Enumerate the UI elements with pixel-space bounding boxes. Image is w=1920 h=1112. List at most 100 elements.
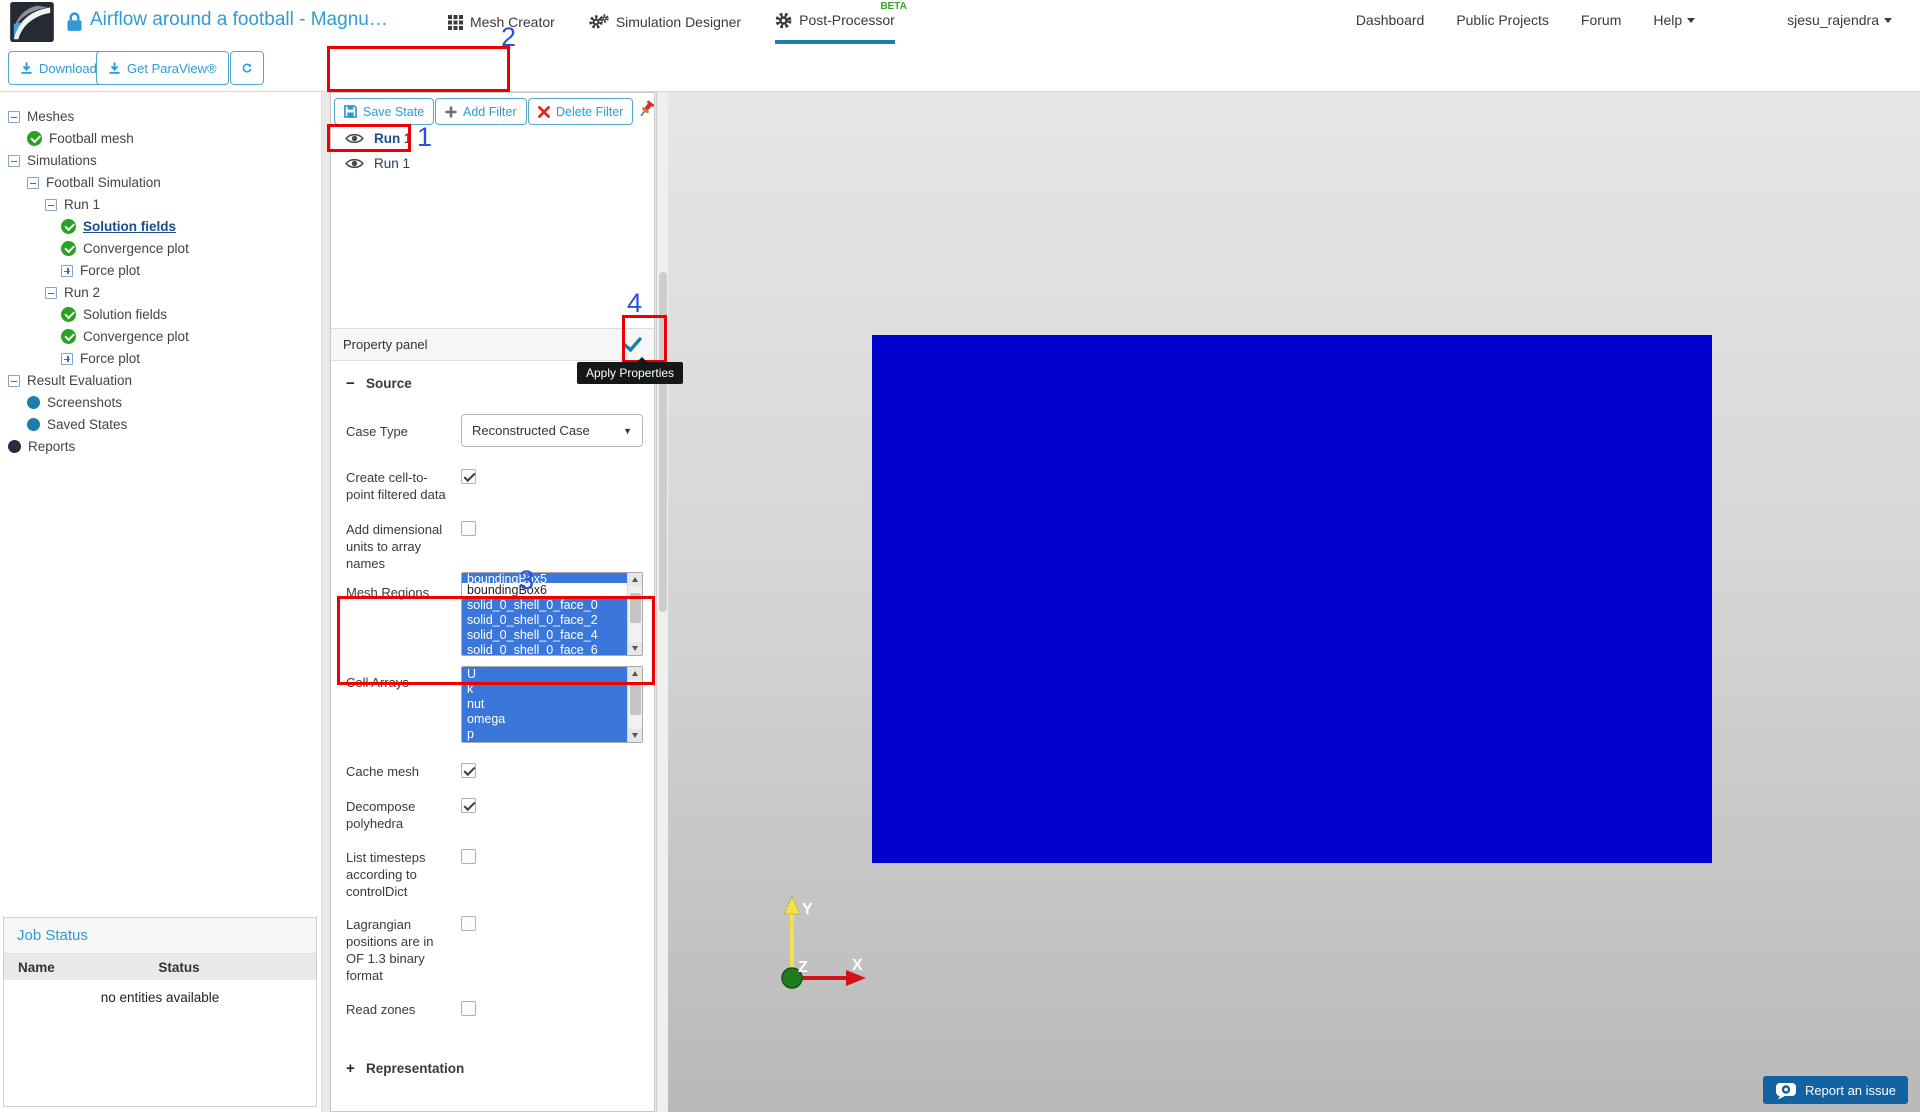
list-timesteps-checkbox[interactable] (461, 849, 476, 864)
listbox-option[interactable]: solid_0_shell_0_face_6 (462, 643, 627, 655)
dot-icon (27, 396, 40, 409)
listbox-scrollbar[interactable] (627, 667, 642, 742)
mesh-regions-listbox[interactable]: boundingBox5 boundingBox6 solid_0_shell_… (461, 572, 643, 656)
tab-mesh-creator[interactable]: Mesh Creator (448, 0, 555, 44)
listbox-option[interactable]: U (462, 667, 627, 682)
representation-section-header[interactable]: + Representation (346, 1060, 465, 1077)
case-type-select[interactable]: Reconstructed Case ▼ (461, 414, 643, 447)
listbox-option[interactable]: solid_0_shell_0_face_0 (462, 598, 627, 613)
listbox-option[interactable]: omega (462, 712, 627, 727)
expand-icon[interactable] (61, 264, 73, 277)
tree-item-simulations[interactable]: Simulations (8, 150, 321, 171)
refresh-button[interactable] (230, 51, 264, 85)
listbox-scrollbar[interactable] (627, 573, 642, 655)
pushpin-icon[interactable] (639, 99, 655, 121)
panel-scrollbar[interactable] (656, 92, 668, 1112)
collapse-icon[interactable] (8, 110, 20, 123)
scroll-up-icon[interactable] (628, 573, 642, 586)
user-menu[interactable]: sjesu_rajendra (1787, 12, 1892, 28)
decompose-polyhedra-checkbox[interactable] (461, 798, 476, 813)
listbox-option[interactable]: solid_0_shell_0_face_2 (462, 613, 627, 628)
job-status-title: Job Status (4, 918, 316, 954)
tree-item-convergence-plot[interactable]: Convergence plot (8, 326, 321, 347)
eye-icon[interactable] (345, 157, 364, 170)
delete-filter-button[interactable]: Delete Filter (528, 98, 634, 125)
collapse-icon[interactable] (8, 154, 20, 167)
tree-item-reports[interactable]: Reports (8, 436, 321, 457)
pipeline-property-panel: Save State Add Filter Delete Filter Run … (330, 92, 655, 1112)
tree-item-force-plot[interactable]: Force plot (8, 348, 321, 369)
tree-item-run-1[interactable]: Run 1 (8, 194, 321, 215)
axis-label-z: Z (798, 959, 808, 976)
tree-item-screenshots[interactable]: Screenshots (8, 392, 321, 413)
add-filter-button[interactable]: Add Filter (435, 98, 527, 125)
tree-item-force-plot[interactable]: Force plot (8, 260, 321, 281)
scrollbar-thumb[interactable] (630, 683, 641, 715)
solid-color-mesh-object[interactable] (872, 335, 1712, 863)
check-circle-icon (27, 131, 42, 146)
job-status-panel: Job Status Name Status no entities avail… (3, 917, 317, 1107)
render-viewport[interactable]: Y Z X Report an issue (668, 92, 1920, 1112)
pipeline-item-label: Run 1 (374, 130, 412, 146)
axis-label-x: X (852, 957, 863, 974)
check-circle-icon (61, 241, 76, 256)
collapse-icon[interactable] (45, 286, 57, 299)
download-button[interactable]: Download (8, 51, 109, 85)
lagrangian-checkbox[interactable] (461, 916, 476, 931)
listbox-option[interactable]: nut (462, 697, 627, 712)
apply-properties-tooltip: Apply Properties (577, 357, 684, 384)
nav-public-projects[interactable]: Public Projects (1456, 12, 1549, 28)
scrollbar-thumb[interactable] (630, 593, 641, 623)
scroll-up-icon[interactable] (628, 667, 642, 680)
scroll-down-icon[interactable] (628, 642, 642, 655)
tree-item-saved-states[interactable]: Saved States (8, 414, 321, 435)
nav-dashboard[interactable]: Dashboard (1355, 12, 1425, 28)
collapse-icon[interactable] (45, 198, 57, 211)
pipeline-item-run-1-b[interactable]: Run 1 (331, 151, 654, 175)
collapse-icon[interactable] (8, 374, 20, 387)
tree-item-solution-fields[interactable]: Solution fields (8, 304, 321, 325)
tree-item-football-simulation[interactable]: Football Simulation (8, 172, 321, 193)
tree-item-run-2[interactable]: Run 2 (8, 282, 321, 303)
gear-icon (775, 12, 792, 28)
tree-item-solution-fields[interactable]: Solution fields (8, 216, 321, 237)
source-section-header[interactable]: − Source (346, 375, 412, 392)
pipeline-item-run-1[interactable]: Run 1 (331, 126, 654, 150)
collapse-icon[interactable] (27, 176, 39, 189)
dimensional-units-checkbox[interactable] (461, 521, 476, 536)
cache-mesh-checkbox[interactable] (461, 763, 476, 778)
cell-to-point-field: Create cell-to-point filtered data (346, 467, 644, 503)
field-label: Create cell-to-point filtered data (346, 470, 446, 502)
check-circle-icon (61, 307, 76, 322)
tree-item-result-evaluation[interactable]: Result Evaluation (8, 370, 321, 391)
scroll-down-icon[interactable] (628, 729, 642, 742)
nav-forum[interactable]: Forum (1580, 12, 1622, 28)
expand-icon[interactable] (61, 352, 73, 365)
tree-item-football-mesh[interactable]: Football mesh (8, 128, 321, 149)
read-zones-checkbox[interactable] (461, 1001, 476, 1016)
listbox-option[interactable]: boundingBox5 (462, 573, 627, 583)
cell-to-point-checkbox[interactable] (461, 469, 476, 484)
listbox-option[interactable]: solid_0_shell_0_face_4 (462, 628, 627, 643)
axis-label-y: Y (802, 901, 813, 918)
apply-properties-button[interactable] (623, 337, 642, 352)
tab-simulation-designer[interactable]: Simulation Designer (589, 0, 741, 44)
tree-item-convergence-plot[interactable]: Convergence plot (8, 238, 321, 259)
tree-item-meshes[interactable]: Meshes (8, 106, 321, 127)
tab-post-processor[interactable]: Post-Processor BETA (775, 0, 907, 44)
chevron-down-icon (1687, 17, 1696, 23)
eye-icon[interactable] (345, 132, 364, 145)
property-panel-content: − Source Case Type Reconstructed Case ▼ C… (331, 361, 654, 1111)
cell-arrays-listbox[interactable]: U k nut omega p (461, 666, 643, 743)
case-type-field: Case Type Reconstructed Case ▼ (346, 414, 644, 447)
save-state-button[interactable]: Save State (334, 98, 435, 125)
beta-badge: BETA (880, 1, 907, 12)
listbox-option[interactable]: k (462, 682, 627, 697)
report-issue-button[interactable]: Report an issue (1762, 1076, 1908, 1104)
listbox-option[interactable]: p (462, 727, 627, 742)
scrollbar-thumb[interactable] (659, 272, 667, 612)
nav-help[interactable]: Help (1653, 12, 1696, 28)
get-paraview-button[interactable]: Get ParaView® (96, 51, 229, 85)
list-timesteps-field: List timesteps according to controlDict (346, 847, 644, 900)
listbox-option[interactable]: boundingBox6 (467, 583, 547, 597)
